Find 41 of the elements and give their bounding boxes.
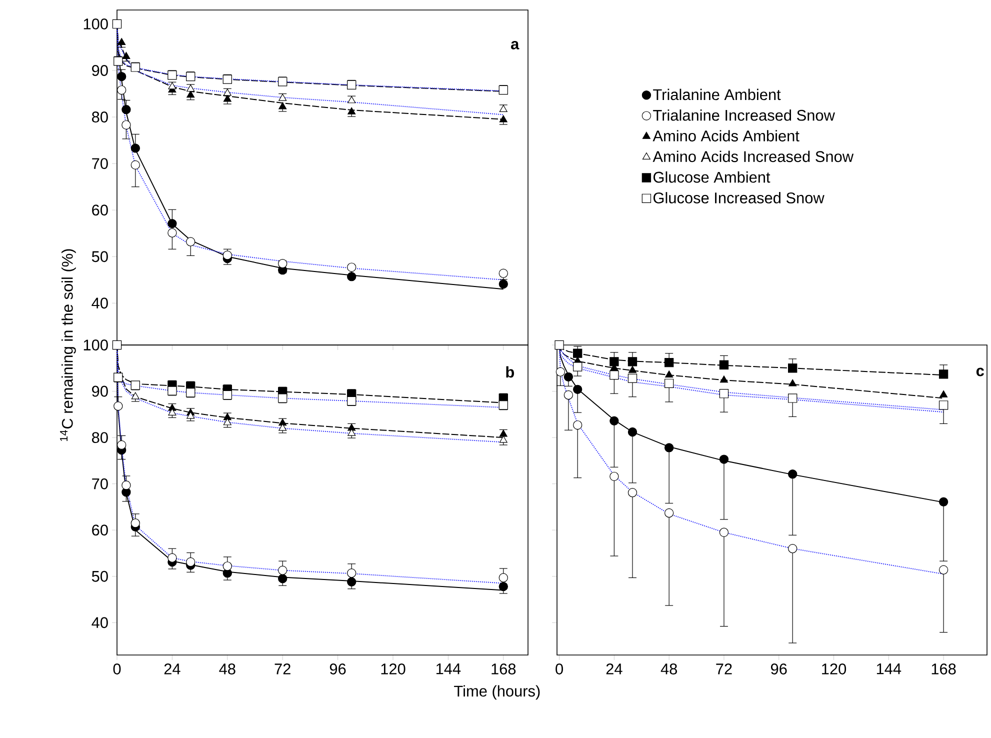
x-tick-label: 72 xyxy=(716,664,732,674)
x-tick-label: 144 xyxy=(876,664,902,674)
y-tick-label: 100 xyxy=(84,18,108,30)
legend-label: Amino Acids Increased Snow xyxy=(652,150,854,162)
legend-label: Trialanine Increased Snow xyxy=(653,109,835,121)
x-tick-label: 168 xyxy=(492,664,516,674)
x-tick-label: 168 xyxy=(932,664,956,674)
y-tick-label: 80 xyxy=(92,112,108,122)
x-axis-title: Time (hours) xyxy=(454,685,540,700)
y-axis-title: $^{14}$C remaining in the soil (%) xyxy=(60,249,76,441)
x-tick-label: 96 xyxy=(330,664,346,674)
y-tick-label: 100 xyxy=(84,340,108,350)
x-tick-label: 120 xyxy=(381,664,406,674)
x-tick-label: 144 xyxy=(436,664,461,674)
y-tick-label: 70 xyxy=(92,478,108,490)
legend-label: Glucose Increased Snow xyxy=(654,192,824,204)
annotation: b xyxy=(506,366,514,378)
x-tick-label: 0 xyxy=(113,664,121,674)
y-tick-label: 50 xyxy=(92,251,108,262)
x-tick-label: 24 xyxy=(606,664,622,674)
annotation: a xyxy=(511,40,520,50)
x-tick-label: 24 xyxy=(164,664,180,674)
x-tick-label: 96 xyxy=(771,664,787,674)
x-tick-label: 48 xyxy=(660,664,677,674)
y-tick-label: 90 xyxy=(92,386,108,397)
annotation: c xyxy=(976,368,984,376)
y-tick-label: 90 xyxy=(92,65,108,76)
y-tick-label: 60 xyxy=(92,524,108,536)
y-tick-label: 50 xyxy=(92,570,108,582)
y-tick-label: 70 xyxy=(92,158,108,170)
x-tick-label: 0 xyxy=(556,664,563,674)
y-tick-label: 40 xyxy=(92,298,108,309)
y-tick-label: 40 xyxy=(92,617,108,628)
x-tick-label: 120 xyxy=(822,664,846,674)
x-tick-label: 48 xyxy=(219,664,236,674)
x-tick-label: 72 xyxy=(274,664,290,674)
legend-label: Trialanine Ambient xyxy=(653,88,781,100)
y-tick-label: 60 xyxy=(92,204,108,216)
legend-label: Amino Acids Ambient xyxy=(652,130,800,142)
y-tick-label: 80 xyxy=(92,432,108,444)
legend-label: Glucose Ambient xyxy=(654,171,770,183)
